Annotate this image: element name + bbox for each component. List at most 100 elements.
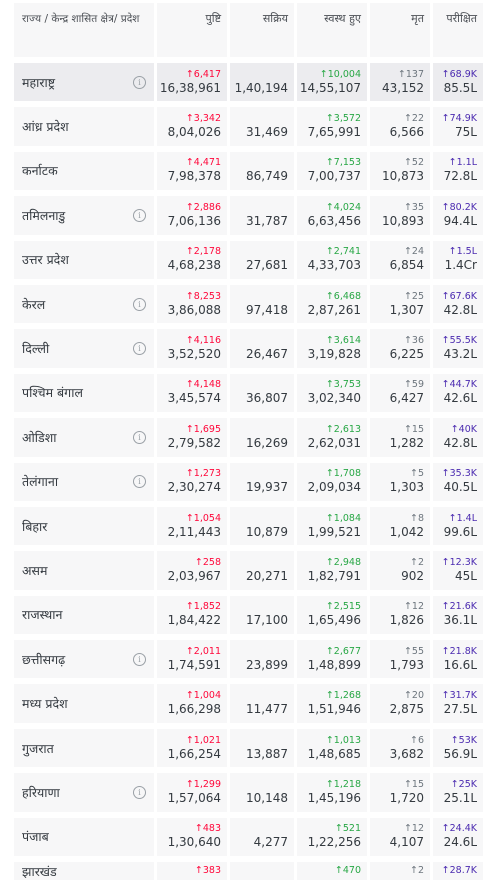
recovered-delta: ↑1,218 xyxy=(325,778,361,790)
state-cell[interactable]: राजस्थान xyxy=(14,595,154,635)
state-cell[interactable]: असम xyxy=(14,551,154,590)
tested-cell: ↑21.8K 16.6L xyxy=(433,640,483,679)
state-cell[interactable]: मध्य प्रदेश xyxy=(14,684,154,723)
deceased-cell: ↑55 1,793 xyxy=(370,640,430,679)
active-cell: 11,477 xyxy=(230,684,294,723)
deceased-cell: ↑137 43,152 xyxy=(370,63,430,102)
state-cell[interactable]: बिहार xyxy=(14,506,154,546)
header-active[interactable]: सक्रिय xyxy=(230,3,294,57)
state-cell[interactable]: आंध्र प्रदेश xyxy=(14,107,154,146)
state-cell[interactable]: तमिलनाडु i xyxy=(14,196,154,235)
tested-total: 1.4Cr xyxy=(444,258,477,273)
confirmed-total: 4,68,238 xyxy=(167,258,221,273)
info-icon[interactable]: i xyxy=(133,297,146,311)
deceased-cell: ↑2 xyxy=(370,862,430,881)
table-row[interactable]: असम ↑258 2,03,967 20,271 ↑2,948 1,82,791 ↑2 902… xyxy=(0,548,500,592)
recovered-cell: ↑521 1,22,256 xyxy=(297,817,367,857)
table-row[interactable]: पंजाब ↑483 1,30,640 4,277 ↑521 1,22,256 ↑12 4,1… xyxy=(0,815,500,859)
table-row[interactable]: मध्य प्रदेश ↑1,004 1,66,298 11,477 ↑1,268 1,5… xyxy=(0,681,500,725)
state-cell[interactable]: तेलंगाना i xyxy=(14,462,154,501)
state-cell[interactable]: गुजरात xyxy=(14,728,154,768)
info-icon[interactable]: i xyxy=(133,430,146,444)
recovered-total: 1,99,521 xyxy=(307,524,361,539)
table-row[interactable]: गुजरात ↑1,021 1,66,254 13,887 ↑1,013 1,48,685… xyxy=(0,726,500,770)
info-icon[interactable]: i xyxy=(133,652,146,666)
header-state[interactable]: राज्य / केन्द्र शासित क्षेत्र/ प्रदेश xyxy=(14,3,154,57)
table-row[interactable]: दिल्ली i ↑4,116 3,52,520 26,467 ↑3,614 3,19,82… xyxy=(0,326,500,370)
state-cell[interactable]: महाराष्ट्र i xyxy=(14,63,154,102)
state-cell[interactable]: झारखंड xyxy=(14,862,154,881)
deceased-total: 6,225 xyxy=(389,347,424,362)
table-row[interactable]: बिहार ↑1,054 2,11,443 10,879 ↑1,084 1,99,521 ↑… xyxy=(0,504,500,548)
state-cell[interactable]: पंजाब xyxy=(14,817,154,857)
info-icon[interactable]: i xyxy=(133,342,146,356)
deceased-total: 902 xyxy=(401,568,424,583)
recovered-cell: ↑1,708 2,09,034 xyxy=(297,462,367,501)
deceased-cell: ↑20 2,875 xyxy=(370,684,430,723)
header-recovered[interactable]: स्वस्थ हुए xyxy=(297,3,367,57)
tested-cell: ↑31.7K 27.5L xyxy=(433,684,483,723)
confirmed-total: 1,30,640 xyxy=(167,835,221,850)
table-row[interactable]: राजस्थान ↑1,852 1,84,422 17,100 ↑2,515 1,65,4… xyxy=(0,593,500,637)
active-total: 10,879 xyxy=(246,524,288,539)
recovered-delta: ↑2,677 xyxy=(325,645,361,657)
info-icon[interactable]: i xyxy=(133,208,146,222)
confirmed-delta: ↑1,021 xyxy=(185,734,221,746)
deceased-delta: ↑6 xyxy=(409,734,424,746)
state-cell[interactable]: केरल i xyxy=(14,284,154,324)
state-name: पंजाब xyxy=(22,829,49,845)
recovered-total: 1,82,791 xyxy=(307,568,361,583)
table-row[interactable]: आंध्र प्रदेश ↑3,342 8,04,026 31,469 ↑3,572 7,… xyxy=(0,104,500,148)
state-cell[interactable]: हरियाणा i xyxy=(14,773,154,812)
state-cell[interactable]: पश्चिम बंगाल xyxy=(14,373,154,413)
table-row[interactable]: तमिलनाडु i ↑2,886 7,06,136 31,787 ↑4,024 6,63,… xyxy=(0,193,500,237)
active-total: 26,467 xyxy=(246,347,288,362)
info-icon[interactable]: i xyxy=(133,75,146,89)
recovered-total: 7,00,737 xyxy=(307,169,361,184)
table-row[interactable]: तेलंगाना i ↑1,273 2,30,274 19,937 ↑1,708 2,09,… xyxy=(0,460,500,504)
active-total: 27,681 xyxy=(246,258,288,273)
deceased-delta: ↑2 xyxy=(409,556,424,568)
info-icon[interactable]: i xyxy=(133,475,146,489)
active-total: 1,40,194 xyxy=(234,80,288,95)
deceased-cell: ↑24 6,854 xyxy=(370,240,430,279)
tested-total: 42.6L xyxy=(443,391,477,406)
active-cell: 97,418 xyxy=(230,284,294,324)
table-row[interactable]: ओडिशा i ↑1,695 2,79,582 16,269 ↑2,613 2,62,031… xyxy=(0,415,500,459)
state-cell[interactable]: दिल्ली i xyxy=(14,329,154,368)
recovered-delta: ↑2,515 xyxy=(325,601,361,613)
tested-delta: ↑12.3K xyxy=(441,556,477,568)
tested-cell: ↑44.7K 42.6L xyxy=(433,373,483,413)
confirmed-total: 7,06,136 xyxy=(167,213,221,228)
table-row[interactable]: छत्तीसगढ़ i ↑2,011 1,74,591 23,899 ↑2,677 1,48… xyxy=(0,637,500,681)
tested-cell: ↑67.6K 42.8L xyxy=(433,284,483,324)
state-name: उत्तर प्रदेश xyxy=(22,252,69,268)
recovered-total: 14,55,107 xyxy=(299,80,361,95)
deceased-total: 6,427 xyxy=(389,391,424,406)
tested-delta: ↑68.9K xyxy=(441,68,477,80)
header-tested[interactable]: परीक्षित xyxy=(433,3,483,57)
active-cell: 26,467 xyxy=(230,329,294,368)
table-row[interactable]: हरियाणा i ↑1,299 1,57,064 10,148 ↑1,218 1,45,1… xyxy=(0,770,500,814)
tested-delta: ↑1.5L xyxy=(448,246,477,258)
state-cell[interactable]: छत्तीसगढ़ i xyxy=(14,640,154,679)
table-row[interactable]: कर्नाटक ↑4,471 7,98,378 86,749 ↑7,153 7,00,73… xyxy=(0,149,500,193)
info-icon[interactable]: i xyxy=(133,785,146,799)
state-cell[interactable]: ओडिशा i xyxy=(14,418,154,457)
table-row[interactable]: केरल i ↑8,253 3,86,088 97,418 ↑6,468 2,87,261 ↑… xyxy=(0,282,500,326)
deceased-total: 6,566 xyxy=(389,125,424,140)
active-total: 20,271 xyxy=(246,568,288,583)
table-row[interactable]: पश्चिम बंगाल ↑4,148 3,45,574 36,807 ↑3,753 3,… xyxy=(0,371,500,415)
table-row[interactable]: झारखंड ↑383 ↑470 ↑2 ↑28.7K xyxy=(0,859,500,883)
table-row[interactable]: महाराष्ट्र i ↑6,417 16,38,961 1,40,194 ↑10,00… xyxy=(0,60,500,104)
header-deceased[interactable]: मृत xyxy=(370,3,430,57)
confirmed-delta: ↑4,116 xyxy=(185,335,221,347)
tested-delta: ↑40K xyxy=(450,423,477,435)
header-confirmed[interactable]: पुष्टि xyxy=(157,3,227,57)
table-row[interactable]: उत्तर प्रदेश ↑2,178 4,68,238 27,681 ↑2,741 4,… xyxy=(0,238,500,282)
tested-cell: ↑28.7K xyxy=(433,862,483,881)
table-header: राज्य / केन्द्र शासित क्षेत्र/ प्रदेश पु… xyxy=(0,0,500,60)
state-cell[interactable]: उत्तर प्रदेश xyxy=(14,240,154,279)
state-cell[interactable]: कर्नाटक xyxy=(14,151,154,191)
